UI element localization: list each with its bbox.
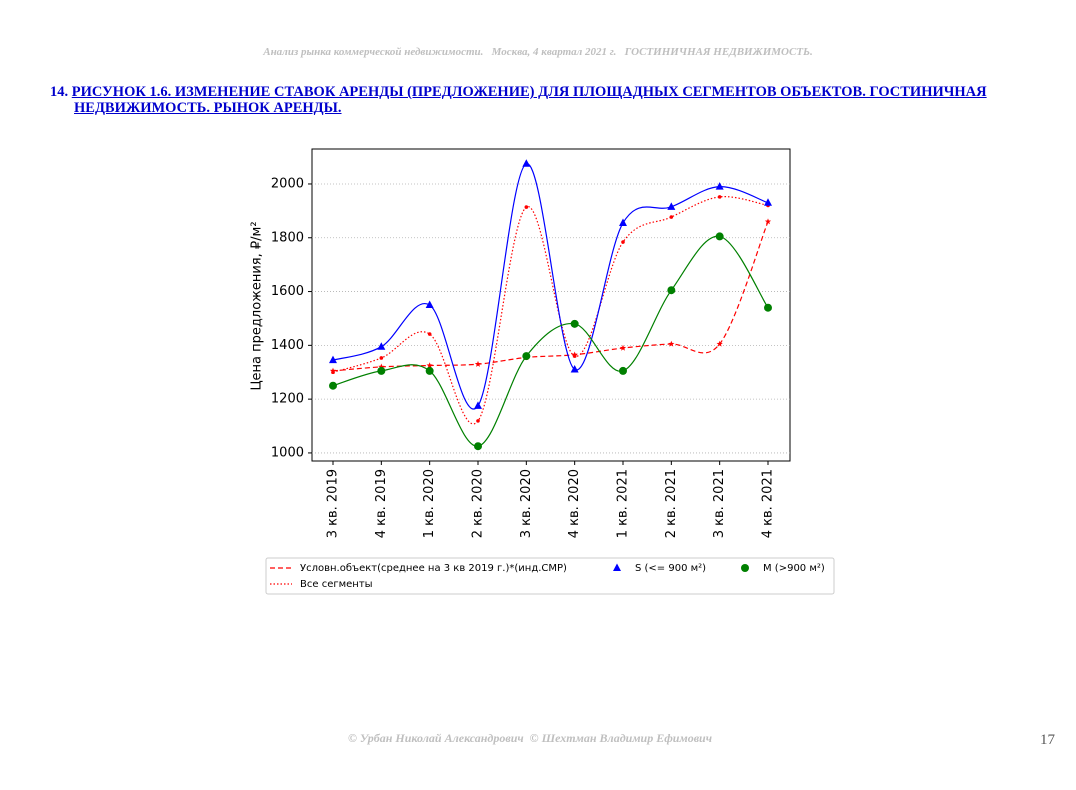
- data-point: [329, 355, 337, 364]
- x-tick-label: 2 кв. 2021: [664, 469, 679, 538]
- caption-link[interactable]: РИСУНОК 1.6. ИЗМЕНЕНИЕ СТАВОК АРЕНДЫ (ПР…: [71, 84, 987, 116]
- data-point: [426, 362, 433, 369]
- page-number: 17: [1040, 732, 1055, 748]
- y-tick-label: 1200: [271, 392, 304, 407]
- y-tick-label: 2000: [271, 176, 304, 191]
- x-tick-label: 2 кв. 2020: [471, 469, 486, 538]
- chart: Цена предложения, ₽/м² 1000 1200 1400 1600 1…: [250, 148, 835, 595]
- data-point: [474, 360, 482, 367]
- x-tick-label: 4 кв. 2021: [761, 469, 776, 538]
- data-point: [425, 300, 434, 308]
- x-tick-label: 1 кв. 2020: [422, 469, 437, 538]
- x-tick-label: 3 кв. 2020: [519, 469, 534, 538]
- data-point: [331, 370, 335, 375]
- legend-label: Все сегменты: [300, 579, 373, 590]
- legend-swatch: [613, 563, 621, 571]
- data-point: [764, 303, 772, 312]
- caption: 14. РИСУНОК 1.6. ИЗМЕНЕНИЕ СТАВОК АРЕНДЫ…: [50, 84, 1004, 116]
- data-point: [572, 354, 577, 358]
- data-point: [522, 159, 531, 167]
- data-point: [667, 286, 676, 295]
- y-tick-label: 1000: [271, 445, 304, 460]
- legend-frame: [265, 557, 835, 595]
- series-line: [332, 235, 769, 447]
- data-point: [570, 319, 579, 328]
- data-point: [715, 182, 724, 190]
- data-point: [668, 340, 675, 347]
- x-tick-label: 3 кв. 2021: [712, 469, 727, 538]
- data-point: [377, 366, 386, 375]
- data-point: [377, 342, 386, 350]
- data-point: [764, 218, 772, 225]
- legend-label: S (<= 900 м²): [635, 563, 706, 574]
- y-tick-label: 1400: [271, 338, 304, 353]
- data-point: [619, 218, 627, 226]
- data-point: [667, 202, 676, 210]
- data-point: [669, 215, 674, 219]
- x-tick-label: 4 кв. 2020: [567, 469, 582, 538]
- data-point: [764, 198, 772, 206]
- data-point: [524, 205, 529, 209]
- legend-label: Условн.объект(среднее на 3 кв 2019 г.)*(…: [300, 563, 567, 574]
- data-point: [619, 344, 627, 351]
- series-line: [332, 196, 769, 425]
- legend-swatch: [741, 564, 749, 572]
- data-point: [570, 365, 579, 373]
- data-point: [379, 356, 384, 360]
- data-point: [378, 363, 385, 370]
- data-point: [621, 240, 625, 244]
- footer: © Урбан Николай Александрович © Шехтман …: [347, 731, 713, 745]
- x-tick-label: 1 кв. 2021: [616, 469, 631, 538]
- data-point: [474, 401, 482, 409]
- series-line: [332, 221, 769, 372]
- header: Анализ рынка коммерческой недвижимости. …: [263, 46, 813, 58]
- plot-frame: [311, 148, 791, 462]
- data-point: [522, 352, 531, 361]
- data-point: [716, 340, 723, 347]
- caption-number: 14.: [50, 84, 69, 100]
- x-tick-label: 3 кв. 2019: [326, 469, 341, 538]
- data-point: [715, 232, 724, 241]
- data-point: [619, 366, 627, 375]
- data-point: [476, 419, 480, 423]
- y-tick-label: 1600: [271, 284, 304, 299]
- series-line: [332, 163, 769, 410]
- y-tick-label: 1800: [271, 230, 304, 245]
- y-axis-label: Цена предложения, ₽/м²: [250, 221, 265, 390]
- data-point: [329, 381, 337, 390]
- data-point: [474, 442, 482, 451]
- data-point: [427, 332, 432, 336]
- legend-label: M (>900 м²): [763, 563, 825, 574]
- data-point: [425, 366, 434, 375]
- x-tick-label: 4 кв. 2019: [374, 469, 389, 538]
- data-point: [717, 195, 722, 199]
